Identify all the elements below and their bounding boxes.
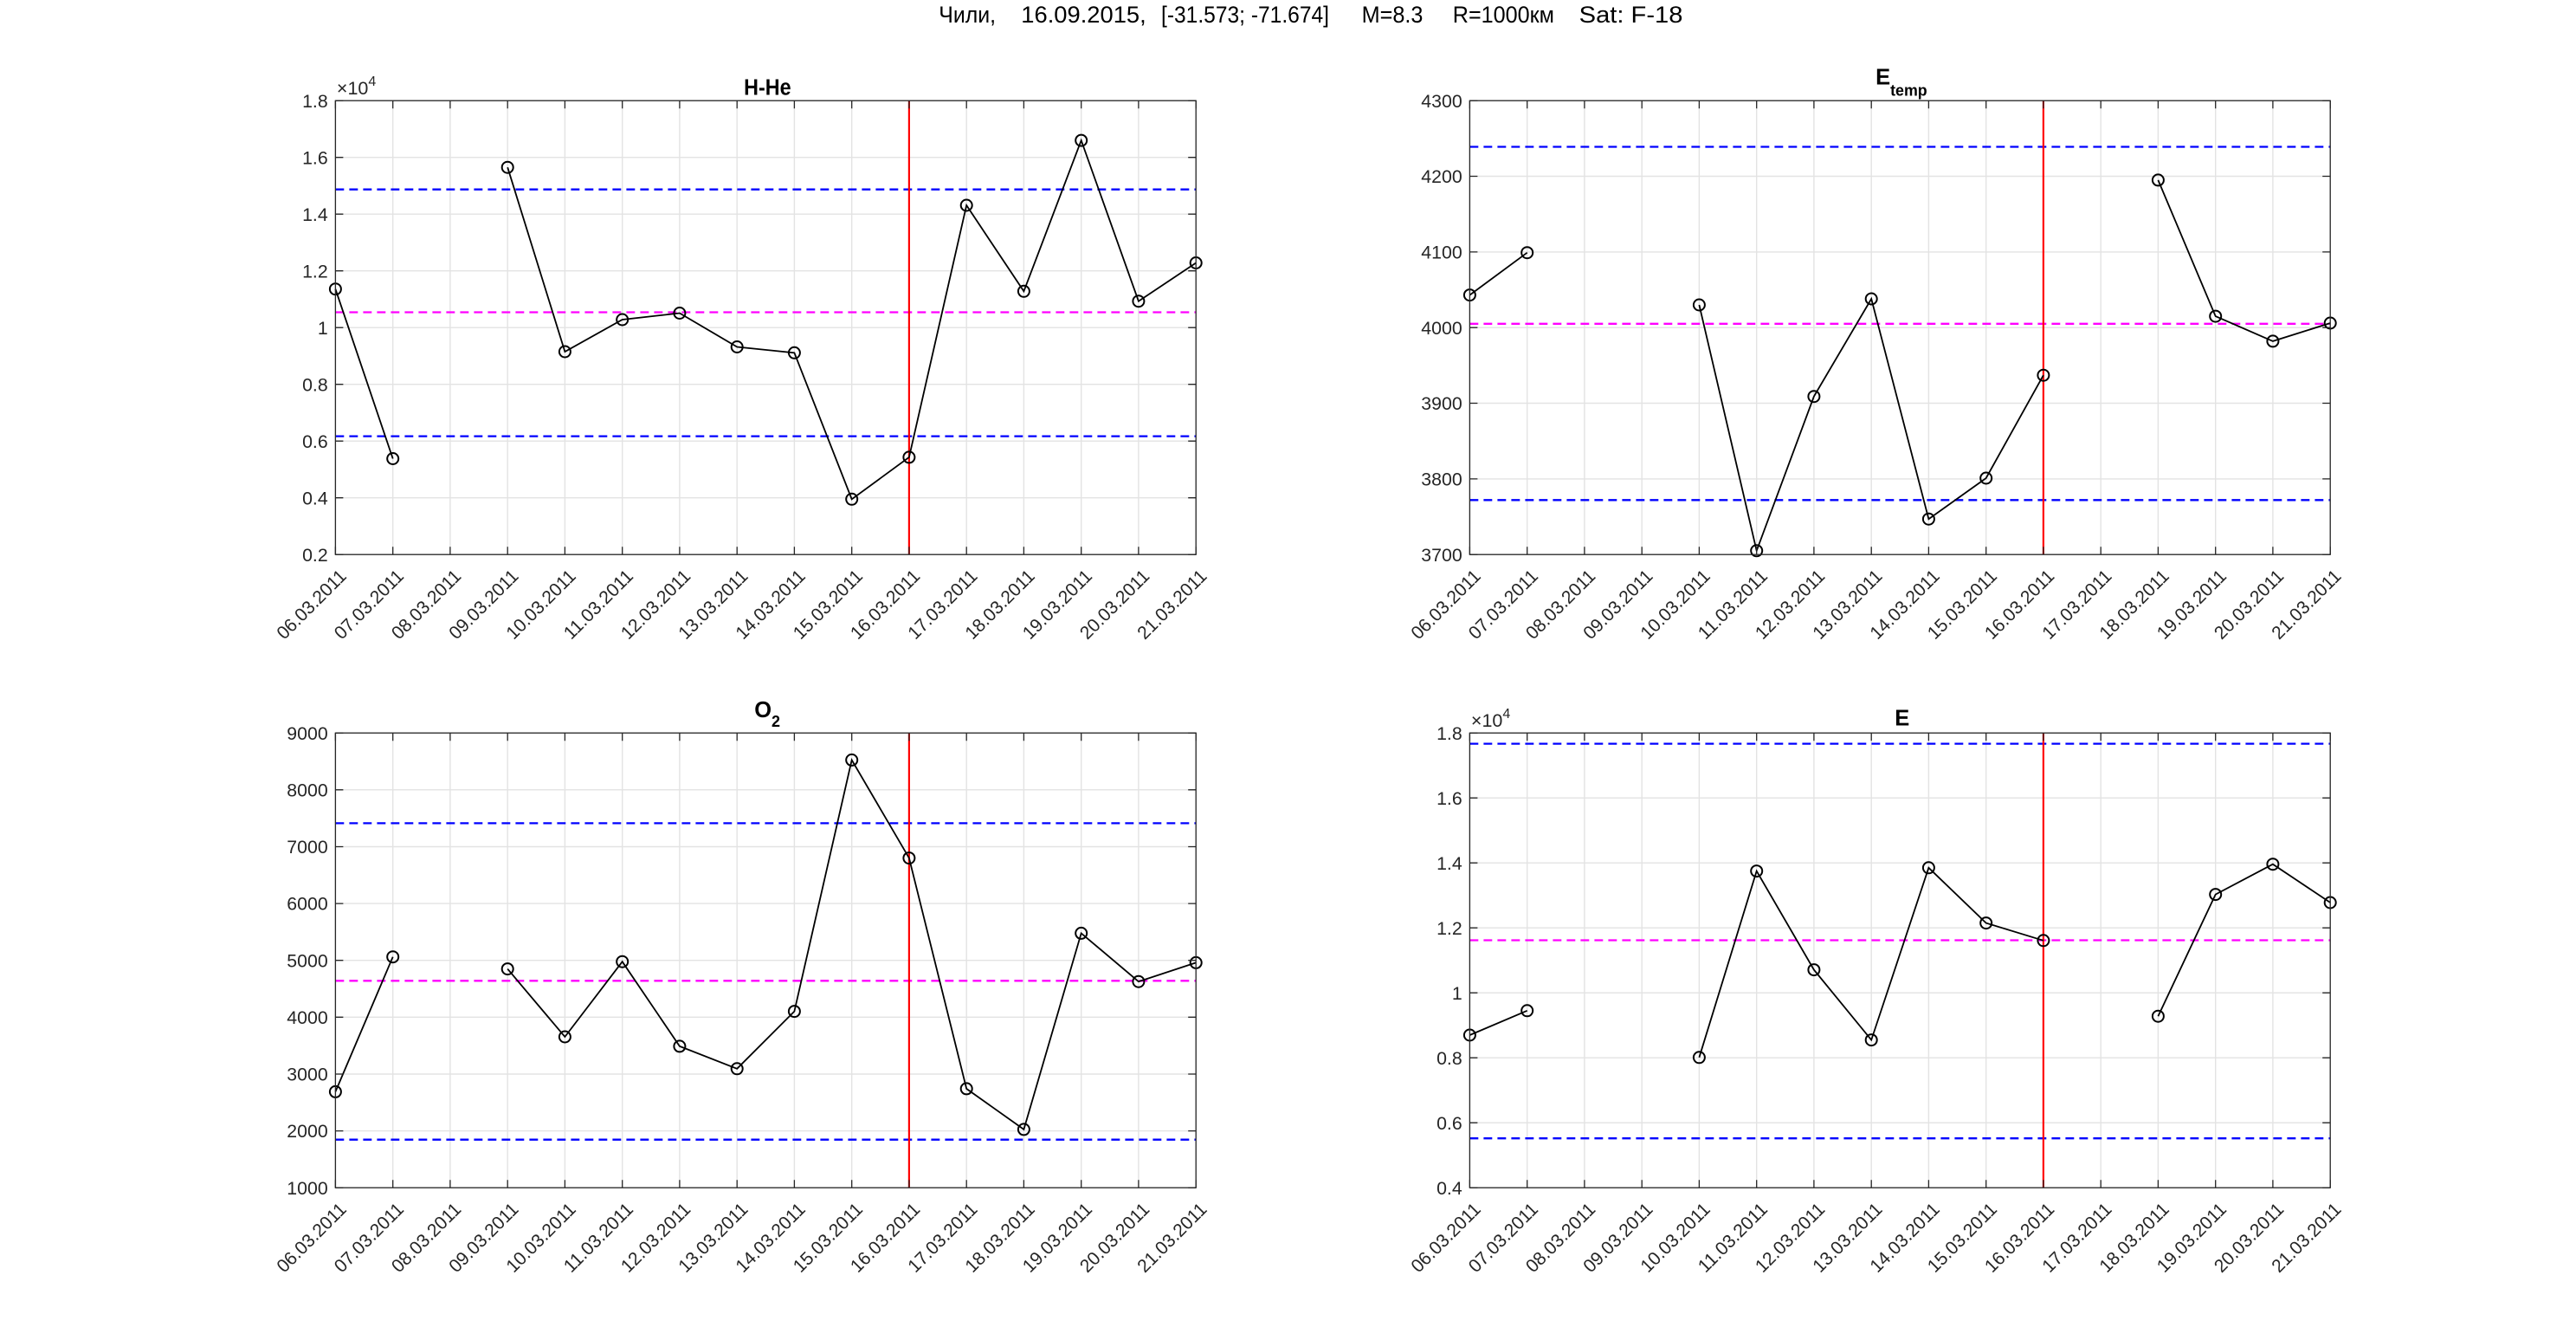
svg-text:9000: 9000: [287, 723, 328, 744]
svg-text:7000: 7000: [287, 837, 328, 858]
svg-text:1.6: 1.6: [302, 147, 328, 168]
svg-text:×104: ×104: [1471, 707, 1510, 731]
svg-text:M=8.3: M=8.3: [1362, 2, 1424, 28]
svg-text:0.6: 0.6: [302, 431, 328, 452]
svg-text:R=1000км: R=1000км: [1453, 2, 1554, 28]
svg-text:0.4: 0.4: [302, 488, 328, 508]
svg-text:1.4: 1.4: [1436, 853, 1462, 874]
svg-text:3700: 3700: [1421, 545, 1462, 566]
svg-text:4100: 4100: [1421, 243, 1462, 263]
svg-text:0.8: 0.8: [1436, 1048, 1462, 1069]
svg-text:8000: 8000: [287, 780, 328, 800]
svg-text:1.2: 1.2: [1436, 918, 1462, 939]
svg-text:4300: 4300: [1421, 91, 1462, 112]
svg-text:1: 1: [1452, 983, 1462, 1004]
svg-text:1.2: 1.2: [302, 261, 328, 282]
svg-text:6000: 6000: [287, 894, 328, 915]
svg-text:0.2: 0.2: [302, 545, 328, 566]
svg-text:[-31.573; -71.674]: [-31.573; -71.674]: [1161, 2, 1329, 28]
svg-text:H-He: H-He: [744, 76, 791, 100]
svg-text:E: E: [1895, 706, 1909, 730]
svg-text:3000: 3000: [287, 1065, 328, 1085]
svg-text:1: 1: [318, 318, 328, 339]
svg-text:16.09.2015,: 16.09.2015,: [1021, 2, 1146, 28]
svg-text:5000: 5000: [287, 950, 328, 971]
svg-text:1.8: 1.8: [302, 91, 328, 112]
svg-text:4200: 4200: [1421, 166, 1462, 187]
svg-text:Sat: F-18: Sat: F-18: [1579, 2, 1683, 28]
svg-text:4000: 4000: [1421, 318, 1462, 339]
svg-text:0.4: 0.4: [1436, 1178, 1462, 1199]
svg-text:2000: 2000: [287, 1121, 328, 1142]
svg-text:1.6: 1.6: [1436, 788, 1462, 809]
svg-text:4000: 4000: [287, 1007, 328, 1028]
svg-text:3900: 3900: [1421, 393, 1462, 414]
svg-text:1000: 1000: [287, 1178, 328, 1199]
svg-text:1.4: 1.4: [302, 204, 328, 225]
svg-text:Чили,: Чили,: [939, 2, 996, 28]
svg-text:1.8: 1.8: [1436, 723, 1462, 744]
svg-text:0.8: 0.8: [302, 374, 328, 395]
svg-text:0.6: 0.6: [1436, 1113, 1462, 1134]
svg-text:3800: 3800: [1421, 469, 1462, 490]
